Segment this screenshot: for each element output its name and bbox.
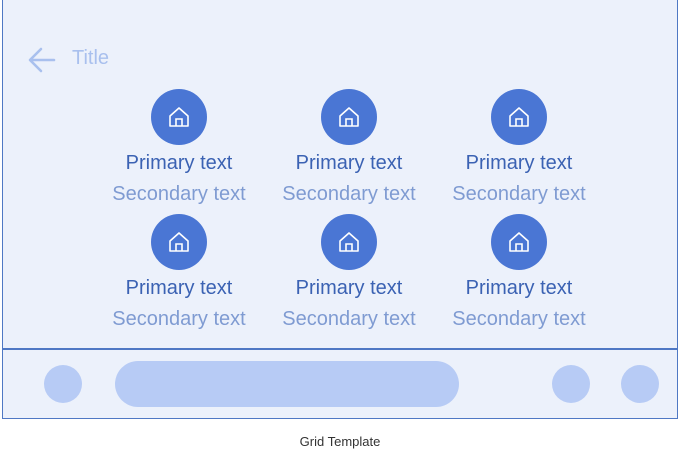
grid-tile[interactable]: Primary text Secondary text: [94, 214, 264, 331]
home-icon-badge: [151, 214, 207, 270]
home-icon: [509, 232, 529, 252]
grid-tile[interactable]: Primary text Secondary text: [264, 214, 434, 331]
home-icon: [169, 107, 189, 127]
primary-text: Primary text: [465, 277, 573, 299]
back-button[interactable]: [25, 44, 59, 76]
grid-tile[interactable]: Primary text Secondary text: [94, 89, 264, 206]
device-frame: Title Primary text Secondary text Primar…: [2, 0, 678, 419]
home-icon: [339, 232, 359, 252]
secondary-text: Secondary text: [112, 183, 246, 205]
primary-text: Primary text: [295, 277, 403, 299]
bottom-bar-pill-field[interactable]: [115, 361, 459, 407]
grid-tile[interactable]: Primary text Secondary text: [264, 89, 434, 206]
secondary-text: Secondary text: [282, 308, 416, 330]
primary-text: Primary text: [295, 152, 403, 174]
primary-text: Primary text: [125, 152, 233, 174]
bottom-bar-action-right-1[interactable]: [552, 365, 590, 403]
home-icon-badge: [491, 214, 547, 270]
home-icon: [339, 107, 359, 127]
figure-caption: Grid Template: [299, 434, 381, 449]
primary-text: Primary text: [125, 277, 233, 299]
page-title: Title: [72, 47, 110, 69]
grid-tile[interactable]: Primary text Secondary text: [434, 214, 604, 331]
secondary-text: Secondary text: [282, 183, 416, 205]
top-app-bar: Title: [3, 0, 677, 90]
grid-tile[interactable]: Primary text Secondary text: [434, 89, 604, 206]
home-icon-badge: [491, 89, 547, 145]
home-icon-badge: [321, 89, 377, 145]
home-icon-badge: [151, 89, 207, 145]
bottom-bar-divider: [3, 348, 677, 350]
home-icon: [509, 107, 529, 127]
home-icon: [169, 232, 189, 252]
primary-text: Primary text: [465, 152, 573, 174]
bottom-bar-action-right-2[interactable]: [621, 365, 659, 403]
secondary-text: Secondary text: [452, 308, 586, 330]
secondary-text: Secondary text: [112, 308, 246, 330]
bottom-app-bar: [3, 350, 677, 419]
arrow-left-icon: [28, 47, 56, 73]
bottom-bar-action-left[interactable]: [44, 365, 82, 403]
secondary-text: Secondary text: [452, 183, 586, 205]
home-icon-badge: [321, 214, 377, 270]
